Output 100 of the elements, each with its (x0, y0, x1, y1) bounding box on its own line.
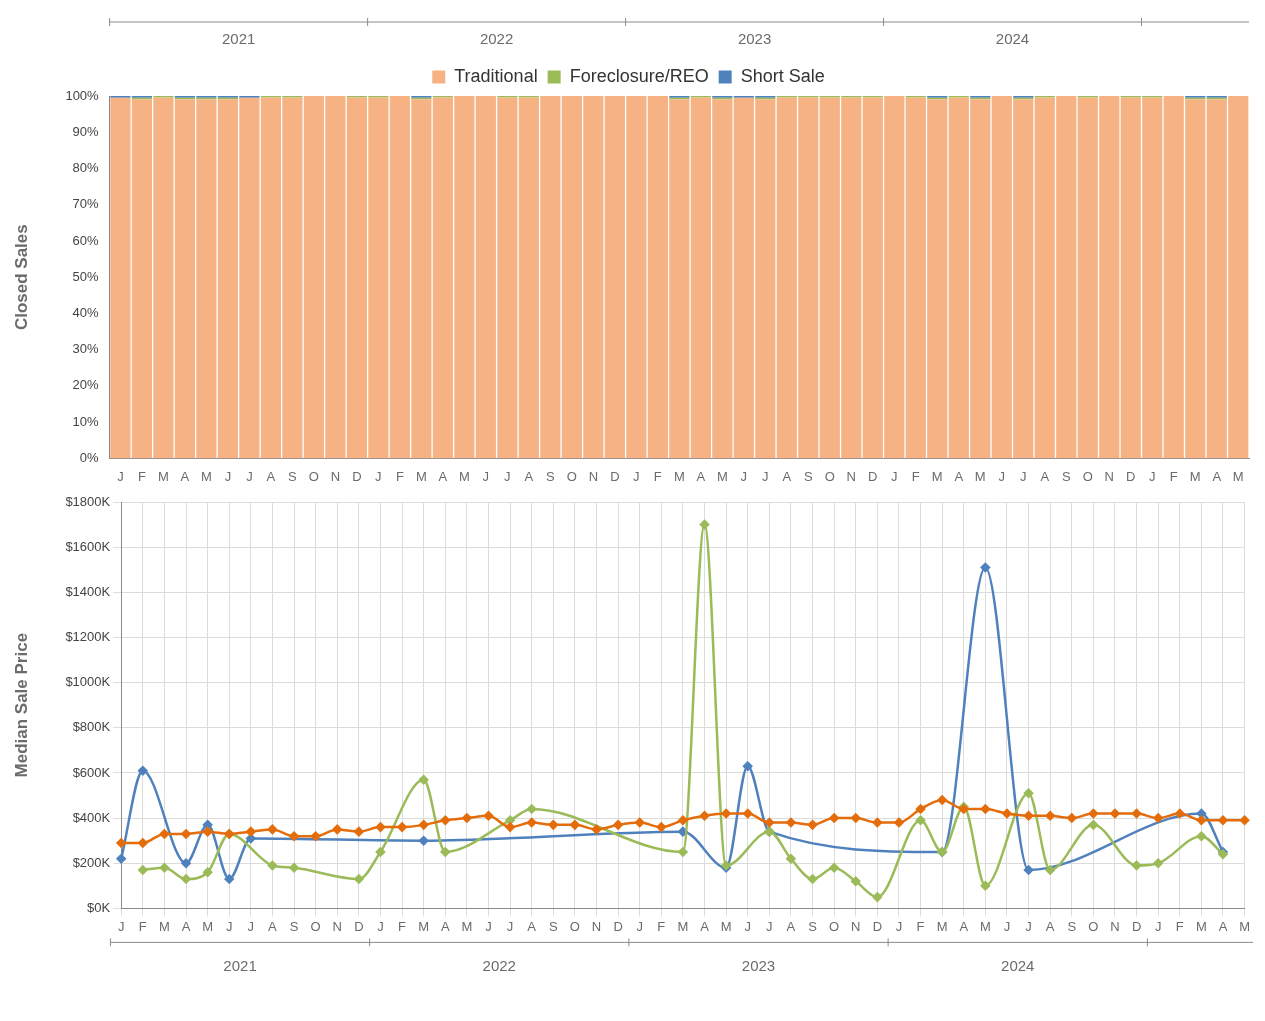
x-tick-label: M (415, 468, 427, 484)
x-tick-label: J (246, 468, 253, 484)
x-tick-label: D (1131, 918, 1142, 934)
x-tick-label: O (569, 918, 580, 934)
x-tick-label: S (289, 918, 299, 934)
x-tick-label: J (377, 918, 384, 934)
x-tick-label: M (673, 468, 685, 484)
x-tick-label: D (613, 918, 623, 934)
x-tick-label: A (782, 468, 792, 484)
text: 2022 (482, 956, 516, 974)
text: 2023 (737, 30, 772, 48)
x-tick-label: A (180, 468, 190, 484)
x-tick-label: M (418, 918, 430, 934)
y-tick-label: $1200K (65, 629, 111, 645)
y-tick-label: 0% (79, 449, 100, 465)
x-tick-label: N (332, 918, 342, 934)
x-tick-label: M (931, 468, 943, 484)
x-tick-label: M (1195, 918, 1207, 934)
x-tick-label: J (117, 468, 124, 484)
x-tick-label: M (1232, 468, 1244, 484)
x-tick-label: N (846, 468, 856, 484)
y-tick-label: $400K (72, 809, 111, 825)
x-tick-label: S (1061, 468, 1071, 484)
x-tick-label: S (546, 468, 556, 484)
x-tick-label: D (872, 918, 883, 934)
x-tick-label: A (268, 918, 278, 934)
y-tick-label: 30% (72, 341, 100, 357)
x-tick-label: D (868, 468, 878, 484)
x-tick-label: J (1154, 918, 1162, 934)
x-tick-label: J (766, 918, 773, 934)
text: 2024 (1001, 956, 1035, 974)
x-tick-label: J (506, 918, 514, 934)
x-tick-label: S (548, 918, 558, 934)
x-tick-label: J (117, 918, 125, 934)
x-tick-label: F (395, 468, 404, 484)
x-tick-label: A (440, 918, 450, 934)
x-tick-label: F (657, 918, 666, 934)
y-tick-label: $200K (72, 854, 111, 870)
x-tick-label: F (137, 468, 146, 484)
x-tick-label: M (936, 918, 948, 934)
x-tick-label: J (1149, 468, 1156, 484)
y-tick-label: 100% (65, 87, 100, 103)
x-tick-label: M (1239, 918, 1251, 934)
x-tick-label: O (1082, 468, 1093, 484)
x-tick-label: M (159, 918, 170, 934)
x-tick-label: J (1020, 468, 1027, 484)
x-tick-label: A (1045, 918, 1055, 934)
x-tick-label: F (1175, 918, 1184, 934)
x-tick-label: A (700, 918, 710, 934)
x-tick-label: A (438, 468, 448, 484)
x-tick-label: O (829, 918, 840, 934)
x-tick-label: A (1212, 468, 1222, 484)
x-tick-label: J (482, 468, 490, 484)
x-tick-label: J (744, 918, 751, 934)
x-tick-label: F (653, 468, 662, 484)
y-tick-label: 70% (72, 196, 100, 212)
text: 2021 (221, 30, 256, 48)
x-tick-label: D (352, 468, 362, 484)
x-tick-label: A (786, 918, 796, 934)
legend-label: Traditional (454, 65, 538, 86)
x-tick-label: J (375, 468, 382, 484)
x-tick-label: S (808, 918, 818, 934)
x-tick-label: J (895, 918, 903, 934)
x-tick-label: M (677, 918, 689, 934)
x-tick-label: F (398, 918, 407, 934)
y-tick-label: 20% (72, 377, 100, 393)
x-tick-label: M (974, 468, 986, 484)
x-tick-label: N (1110, 918, 1120, 934)
y-axis-title: Closed Sales (11, 224, 31, 331)
x-tick-label: O (1088, 918, 1099, 934)
x-tick-label: O (310, 918, 321, 934)
x-tick-label: F (138, 918, 147, 934)
x-tick-label: N (851, 918, 861, 934)
x-tick-label: J (485, 918, 492, 934)
x-tick-label: F (1169, 468, 1178, 484)
x-tick-label: O (308, 468, 319, 484)
x-tick-label: N (1104, 468, 1114, 484)
x-tick-label: J (891, 468, 898, 484)
x-tick-label: N (591, 918, 602, 934)
legend-label: Short Sale (740, 65, 825, 86)
x-tick-label: M (458, 468, 470, 484)
x-tick-label: M (157, 468, 169, 484)
x-tick-label: S (1067, 918, 1077, 934)
y-tick-label: 40% (72, 305, 100, 321)
x-tick-label: M (720, 918, 732, 934)
x-tick-label: N (330, 468, 341, 484)
x-tick-label: D (354, 918, 364, 934)
x-tick-label: S (288, 468, 298, 484)
y-tick-label: 50% (72, 268, 100, 284)
x-tick-label: A (954, 468, 964, 484)
x-tick-label: M (461, 918, 473, 934)
y-tick-label: 60% (72, 232, 100, 248)
x-tick-label: S (803, 468, 813, 484)
x-tick-label: J (1003, 918, 1011, 934)
x-tick-label: D (1126, 468, 1136, 484)
x-tick-label: J (740, 468, 748, 484)
y-tick-label: $1600K (65, 538, 111, 554)
y-axis-title: Median Sale Price (11, 632, 31, 778)
x-tick-label: J (1025, 918, 1032, 934)
x-tick-label: A (524, 468, 534, 484)
